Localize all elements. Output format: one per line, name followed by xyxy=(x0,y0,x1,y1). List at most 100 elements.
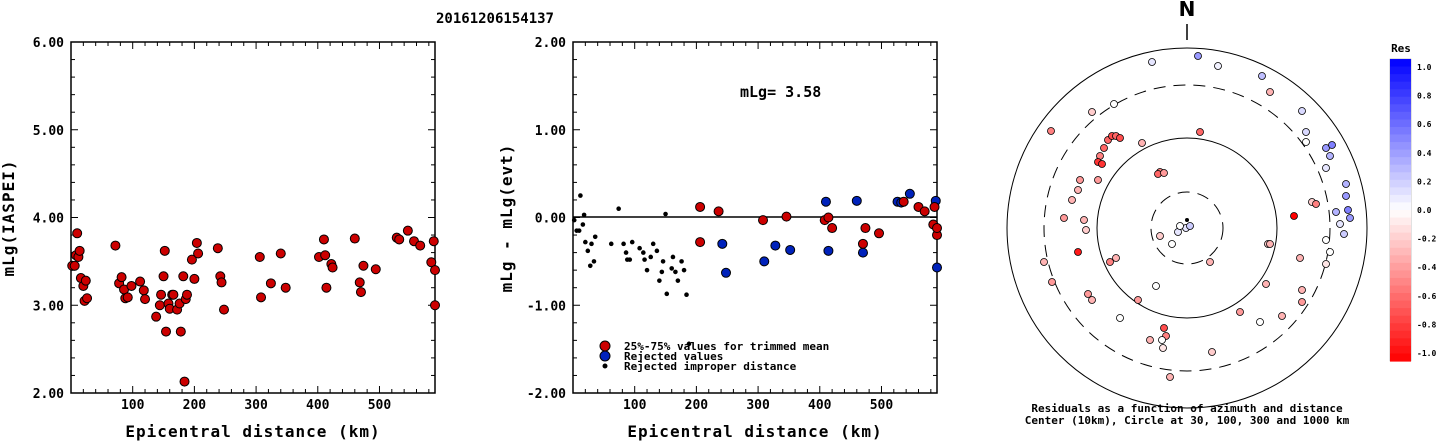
y-tick-label: 3.00 xyxy=(33,299,64,314)
y-tick-label: -1.00 xyxy=(527,299,566,314)
residual-point xyxy=(1112,254,1120,262)
colorbar-band xyxy=(1390,202,1411,211)
data-point xyxy=(216,277,227,288)
residual-point xyxy=(1298,286,1306,294)
data-point xyxy=(156,289,167,300)
legend-label-improper: Rejected improper distance xyxy=(624,360,797,373)
colorbar-tick-label: -0.8 xyxy=(1417,320,1436,329)
residual-point xyxy=(1322,260,1330,268)
colorbar-tick-label: 0.2 xyxy=(1417,177,1432,186)
improper-point xyxy=(627,257,633,262)
middle-scatter-plot: mLg - mLg(evt) Epicentral distance (km) … xyxy=(497,36,942,441)
data-point xyxy=(430,265,440,276)
left-scatter-plot: mLg(IASPEI) Epicentral distance (km) 100… xyxy=(0,36,440,441)
left-x-axis-title: Epicentral distance (km) xyxy=(125,422,380,441)
residual-point xyxy=(1047,127,1055,135)
legend: 25%-75% values for trimmed mean Rejected… xyxy=(599,340,829,373)
colorbar-tick-label: -0.4 xyxy=(1417,263,1436,272)
y-tick-label: 0.00 xyxy=(535,212,566,227)
colorbar-tick-label: 0.4 xyxy=(1417,149,1432,158)
data-point xyxy=(394,234,405,245)
residual-point xyxy=(1186,222,1194,230)
improper-point xyxy=(581,212,587,218)
residual-point xyxy=(1258,72,1266,80)
improper-point xyxy=(585,248,591,254)
data-point xyxy=(181,289,192,300)
colorbar-band xyxy=(1390,210,1411,219)
data-point xyxy=(186,254,197,265)
colorbar-tick-label: -0.2 xyxy=(1417,235,1436,244)
used-point xyxy=(827,223,838,234)
left-plot-frame xyxy=(70,41,436,394)
improper-point xyxy=(660,259,666,264)
data-point xyxy=(178,271,189,282)
improper-point xyxy=(664,291,670,297)
residual-point xyxy=(1336,220,1344,228)
colorbar-tick-label: 0.8 xyxy=(1417,92,1432,101)
y-tick-label: 5.00 xyxy=(33,124,64,139)
residual-point xyxy=(1290,212,1298,220)
residual-point xyxy=(1152,282,1160,290)
used-point xyxy=(823,212,834,223)
colorbar-title: Res xyxy=(1391,42,1411,55)
residual-point xyxy=(1074,186,1082,194)
rejected-point xyxy=(820,196,831,207)
colorbar-band xyxy=(1390,89,1411,98)
x-tick-label: 300 xyxy=(746,398,770,413)
solid-ring xyxy=(1006,47,1368,409)
colorbar-band xyxy=(1390,164,1411,173)
residual-point xyxy=(1076,176,1084,184)
legend-label-used: 25%-75% values for trimmed mean xyxy=(624,340,829,353)
data-point xyxy=(256,292,267,303)
y-tick-label: -2.00 xyxy=(527,387,566,402)
used-point xyxy=(929,201,940,212)
used-point xyxy=(758,215,769,226)
improper-point xyxy=(583,239,588,245)
data-point xyxy=(430,300,440,311)
x-tick-label: 400 xyxy=(306,398,330,413)
used-point xyxy=(932,223,942,234)
colorbar-band xyxy=(1390,277,1411,287)
improper-point xyxy=(673,269,678,275)
improper-point xyxy=(629,239,635,245)
colorbar-band xyxy=(1390,81,1411,90)
colorbar-band xyxy=(1390,262,1411,271)
colorbar-band xyxy=(1390,293,1411,302)
colorbar-band xyxy=(1390,104,1411,113)
data-point xyxy=(159,245,170,256)
residual-point xyxy=(1322,144,1330,152)
residual-point xyxy=(1346,214,1354,222)
residual-point xyxy=(1322,164,1330,172)
rejected-point xyxy=(717,238,728,249)
x-tick-label: 500 xyxy=(368,398,392,413)
residual-point xyxy=(1116,314,1124,322)
data-point xyxy=(275,248,286,259)
data-point xyxy=(428,236,439,247)
improper-point xyxy=(670,254,676,260)
data-point xyxy=(354,277,365,288)
improper-point xyxy=(623,250,629,255)
residual-point xyxy=(1344,206,1352,214)
colorbar-tick-label: 0.0 xyxy=(1417,206,1432,215)
residual-point xyxy=(1340,230,1348,238)
residual-point xyxy=(1208,348,1216,356)
data-point xyxy=(402,225,413,236)
x-tick-label: 100 xyxy=(121,398,145,413)
data-point xyxy=(122,292,133,303)
improper-point xyxy=(608,241,614,247)
colorbar-band xyxy=(1390,300,1411,309)
data-point xyxy=(212,243,223,254)
middle-y-axis-title: mLg - mLg(evt) xyxy=(497,144,516,293)
y-tick-label: 4.00 xyxy=(33,212,64,227)
data-point xyxy=(327,262,338,273)
colorbar-tick-label: -0.6 xyxy=(1417,292,1436,301)
residual-point xyxy=(1298,298,1306,306)
data-point xyxy=(74,245,85,256)
residual-point xyxy=(1296,254,1304,262)
residual-point xyxy=(1302,128,1310,136)
colorbar-band xyxy=(1390,232,1411,241)
colorbar-band xyxy=(1390,59,1411,68)
residual-point xyxy=(1262,280,1270,288)
residual-point xyxy=(1214,62,1222,70)
colorbar-band xyxy=(1390,149,1411,158)
